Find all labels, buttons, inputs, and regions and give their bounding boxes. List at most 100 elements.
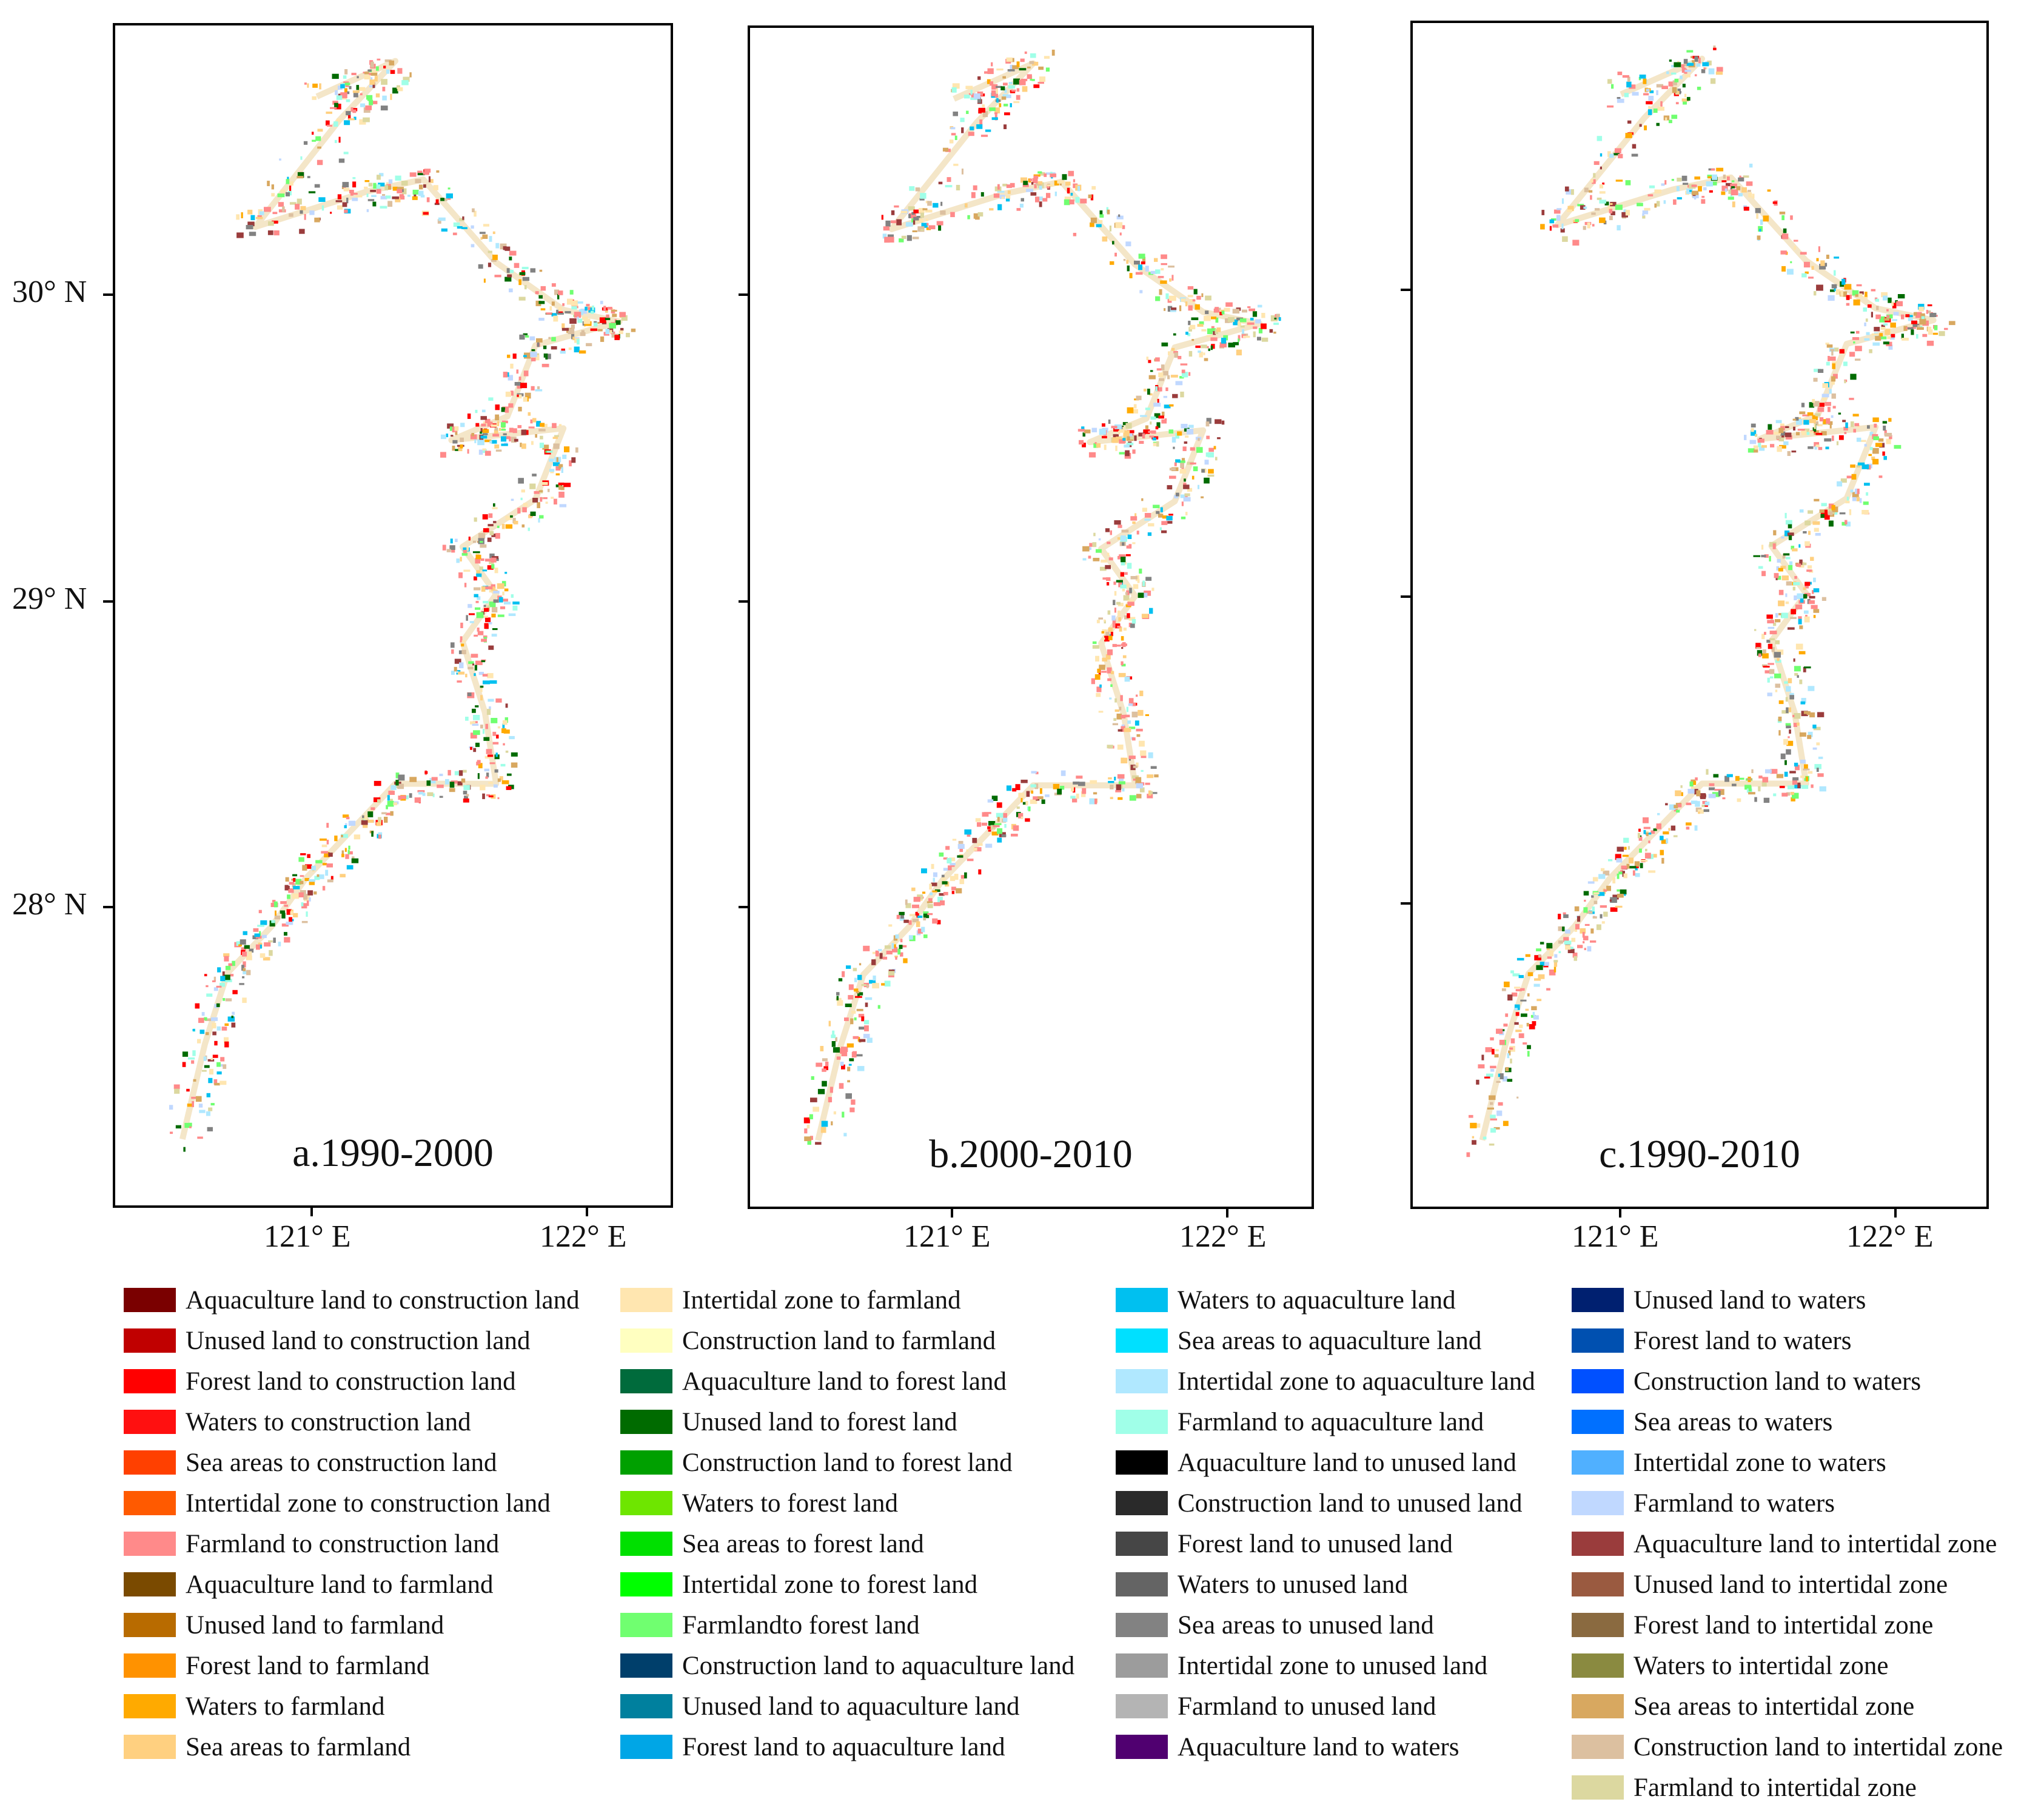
land-change-patch <box>321 205 324 211</box>
land-change-patch <box>1880 336 1887 340</box>
land-change-patch <box>1753 555 1761 557</box>
land-change-patch <box>996 812 1004 818</box>
land-change-patch <box>991 62 993 67</box>
land-change-patch <box>223 998 226 1001</box>
land-change-patch <box>857 993 860 997</box>
land-change-patch <box>1777 658 1780 662</box>
land-change-patch <box>409 72 412 78</box>
land-change-patch <box>1676 809 1680 813</box>
land-change-patch <box>1803 531 1807 534</box>
lon-tickmark <box>1894 1208 1897 1218</box>
land-change-patch <box>406 795 409 800</box>
land-change-patch <box>1140 750 1147 756</box>
land-change-patch <box>175 1125 181 1129</box>
land-change-patch <box>1831 435 1834 441</box>
land-change-patch <box>836 992 840 996</box>
land-change-patch <box>1015 784 1020 791</box>
land-change-patch <box>1686 62 1694 66</box>
land-change-patch <box>1596 924 1601 930</box>
land-change-patch <box>505 515 512 520</box>
land-change-patch <box>600 301 603 304</box>
land-change-patch <box>908 213 911 218</box>
land-change-patch <box>586 304 590 307</box>
land-change-patch <box>526 396 529 402</box>
land-change-patch <box>956 888 962 894</box>
land-change-patch <box>959 846 963 853</box>
land-change-patch <box>509 437 511 441</box>
land-change-patch <box>1238 338 1240 342</box>
land-change-patch <box>1006 57 1013 62</box>
land-change-patch <box>1879 316 1886 323</box>
land-change-patch <box>464 796 468 802</box>
land-change-patch <box>1168 266 1174 268</box>
land-change-patch <box>552 437 558 439</box>
land-change-patch <box>223 1064 227 1069</box>
land-change-patch <box>1138 432 1145 437</box>
land-change-patch <box>1211 344 1215 349</box>
land-change-patch <box>352 181 357 188</box>
land-change-patch <box>1764 670 1769 674</box>
land-change-patch <box>1077 429 1085 432</box>
land-change-patch <box>1242 321 1244 324</box>
land-change-patch <box>522 276 529 281</box>
legend-item: Waters to forest land <box>620 1485 898 1521</box>
land-change-patch <box>1112 241 1114 245</box>
land-change-patch <box>1004 89 1007 93</box>
land-change-patch <box>1117 610 1121 617</box>
land-change-patch <box>1099 220 1103 223</box>
land-change-patch <box>1047 184 1053 187</box>
land-change-patch <box>1099 214 1104 218</box>
land-change-patch <box>1871 456 1875 461</box>
land-change-patch <box>1001 834 1007 837</box>
land-change-patch <box>1553 209 1561 214</box>
land-change-patch <box>1809 402 1815 408</box>
land-change-patch <box>213 987 218 991</box>
land-change-patch <box>1035 183 1042 186</box>
land-change-patch <box>1566 189 1572 195</box>
land-change-patch <box>281 923 289 927</box>
land-change-patch <box>829 1087 833 1093</box>
land-change-patch <box>488 524 494 526</box>
land-change-patch <box>1030 799 1037 804</box>
land-change-patch <box>923 934 928 939</box>
land-change-patch <box>1527 972 1533 976</box>
legend-item: Intertidal zone to unused land <box>1116 1647 1487 1684</box>
land-change-patch <box>609 323 616 329</box>
land-change-patch <box>817 1088 825 1094</box>
legend-label: Intertidal zone to unused land <box>1178 1651 1488 1680</box>
land-change-patch <box>346 865 354 869</box>
land-change-patch <box>849 1058 854 1062</box>
land-change-patch <box>1030 192 1037 196</box>
land-change-patch <box>1096 549 1102 553</box>
land-change-patch <box>1132 449 1136 454</box>
legend-swatch <box>1572 1775 1624 1800</box>
land-change-patch <box>1806 712 1811 715</box>
land-change-patch <box>442 544 446 551</box>
land-change-patch <box>1603 870 1610 876</box>
land-change-patch <box>1124 572 1128 575</box>
land-change-patch <box>1129 795 1136 801</box>
land-change-patch <box>993 193 1000 198</box>
land-change-patch <box>588 307 591 310</box>
land-change-patch <box>1686 826 1690 830</box>
land-change-patch <box>487 754 494 757</box>
land-change-patch <box>539 515 544 519</box>
land-change-patch <box>1853 429 1856 433</box>
land-change-patch <box>1515 1030 1522 1033</box>
legend-item: Aquaculture land to construction land <box>124 1282 580 1318</box>
land-change-patch <box>243 931 247 936</box>
land-change-patch <box>1808 731 1813 737</box>
land-change-patch <box>1831 284 1837 289</box>
land-change-patch <box>1082 443 1086 447</box>
land-change-patch <box>1109 226 1111 232</box>
land-change-patch <box>1110 797 1113 799</box>
land-change-patch <box>1258 327 1263 333</box>
land-change-patch <box>1119 706 1122 711</box>
land-change-patch <box>1175 433 1179 439</box>
land-change-patch <box>1727 176 1730 181</box>
land-change-patch <box>1123 430 1130 437</box>
land-change-patch <box>927 901 933 903</box>
land-change-patch <box>861 984 866 987</box>
land-change-patch <box>1510 1038 1515 1043</box>
land-change-patch <box>1012 65 1019 69</box>
